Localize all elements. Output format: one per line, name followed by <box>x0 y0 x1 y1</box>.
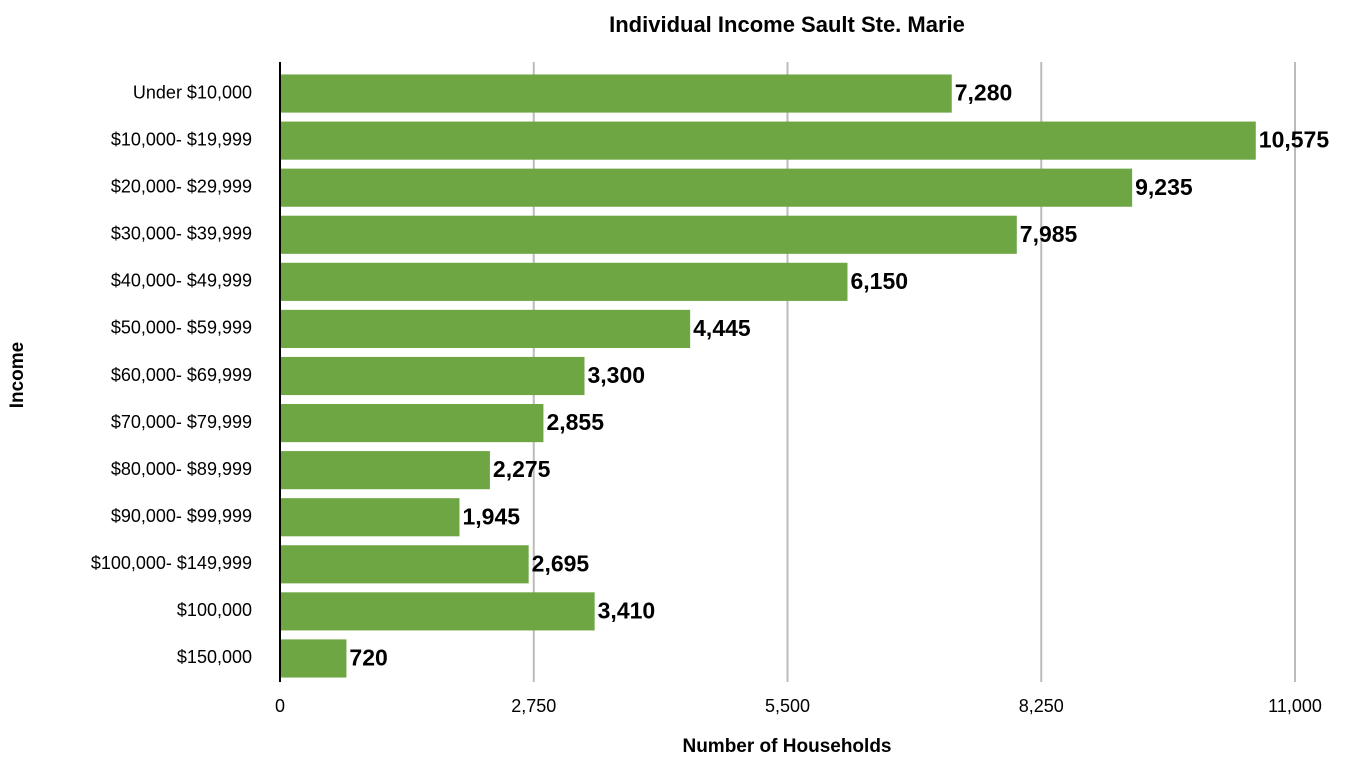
x-tick-label: 11,000 <box>1268 696 1322 716</box>
value-label: 10,575 <box>1259 127 1330 153</box>
y-tick-label: $20,000- $29,999 <box>111 176 252 196</box>
bar <box>280 168 1133 207</box>
x-tick-label: 8,250 <box>1019 696 1064 716</box>
value-label: 7,280 <box>955 80 1013 106</box>
y-tick-label: $100,000 <box>177 600 252 620</box>
bar <box>280 356 585 396</box>
y-tick-label: $60,000- $69,999 <box>111 365 252 385</box>
bar <box>280 262 848 301</box>
x-tick-label: 0 <box>275 696 285 716</box>
x-axis-label: Number of Households <box>682 736 891 757</box>
value-label: 7,985 <box>1020 221 1078 247</box>
y-tick-label: Under $10,000 <box>133 82 252 102</box>
value-label: 720 <box>349 645 387 671</box>
y-axis-label: Income <box>7 342 28 409</box>
value-label: 2,855 <box>546 409 604 435</box>
value-label: 3,300 <box>588 362 646 388</box>
y-tick-label: $40,000- $49,999 <box>111 271 252 291</box>
bar <box>280 545 529 584</box>
y-tick-label: $90,000- $99,999 <box>111 506 252 526</box>
y-tick-label: $70,000- $79,999 <box>111 412 252 432</box>
bar <box>280 404 544 443</box>
value-label: 1,945 <box>462 503 520 529</box>
value-label: 6,150 <box>850 268 908 294</box>
bar <box>280 215 1017 254</box>
value-label: 3,410 <box>598 597 656 623</box>
bar <box>280 309 691 348</box>
y-tick-label: $10,000- $19,999 <box>111 129 252 149</box>
bar <box>280 74 952 113</box>
y-tick-label: $150,000 <box>177 647 252 667</box>
y-tick-label: $80,000- $89,999 <box>111 459 252 479</box>
value-label: 2,695 <box>532 550 590 576</box>
y-tick-label: $100,000- $149,999 <box>91 553 252 573</box>
x-tick-label: 2,750 <box>511 696 556 716</box>
bar <box>280 451 490 490</box>
bar <box>280 498 460 537</box>
bar <box>280 121 1256 160</box>
x-tick-label: 5,500 <box>765 696 810 716</box>
value-label: 9,235 <box>1135 174 1193 200</box>
value-label: 4,445 <box>693 315 751 341</box>
bar <box>280 592 595 631</box>
y-tick-label: $30,000- $39,999 <box>111 224 252 244</box>
y-tick-label: $50,000- $59,999 <box>111 318 252 338</box>
value-label: 2,275 <box>493 456 551 482</box>
chart-title: Individual Income Sault Ste. Marie <box>609 12 965 37</box>
bar <box>280 639 347 678</box>
